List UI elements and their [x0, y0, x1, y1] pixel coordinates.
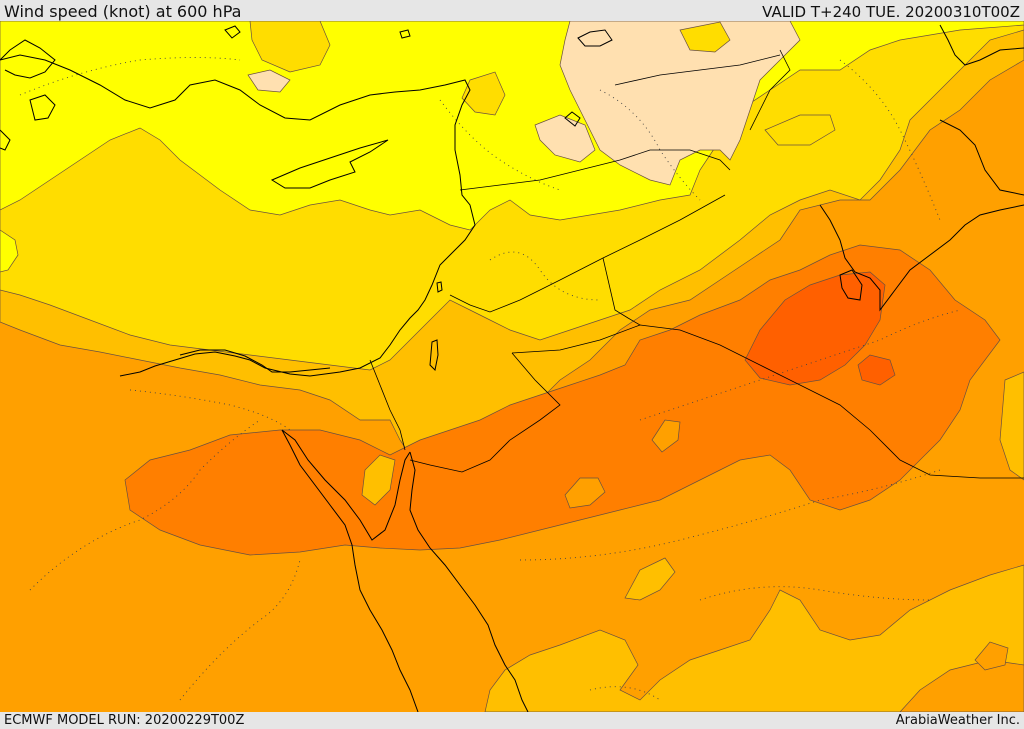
lake-van: [577, 29, 613, 47]
coastline-zagros: [939, 119, 1024, 196]
field-orange-spot-se: [974, 641, 1009, 671]
valid-time: VALID T+240 TUE. 20200310T00Z: [762, 3, 1020, 21]
coastline-aegean-islands: [0, 39, 56, 151]
coastline-qatar: [839, 269, 863, 301]
field-light-region: [559, 21, 801, 186]
terrain-dotted-10: [839, 59, 941, 221]
border-iran-iraq: [749, 49, 791, 131]
terrain-dotted-7: [439, 99, 561, 191]
field-orange-hole-1: [564, 477, 606, 509]
lake-dead-sea: [429, 339, 439, 372]
field-gold-blob-3: [461, 71, 506, 116]
coastline-persian-gulf: [819, 204, 1024, 312]
map-title: Wind speed (knot) at 600 hPa: [4, 2, 242, 21]
credit: ArabiaWeather Inc.: [895, 713, 1020, 728]
wind-speed-map: [0, 21, 1024, 712]
field-red-orange-core: [744, 271, 886, 386]
field-yellow-left-lobe: [0, 229, 19, 273]
footer-bar: ECMWF MODEL RUN: 20200229T00Z ArabiaWeat…: [0, 712, 1024, 729]
header-bar: Wind speed (knot) at 600 hPa VALID T+240…: [0, 0, 1024, 21]
border-egypt-libya: [369, 359, 406, 451]
terrain-dotted-3: [519, 469, 941, 561]
field-amber-south-2: [484, 564, 1024, 712]
coastline-mediterranean: [0, 54, 476, 377]
field-gold-blob-1: [249, 21, 331, 73]
coastline-cyprus: [270, 139, 389, 189]
border-saudi-jordan: [409, 352, 561, 473]
terrain-dotted-9: [19, 57, 241, 96]
lake-tuz: [224, 25, 241, 39]
field-gold-blob-2: [679, 21, 731, 53]
coastline-red-sea-east: [409, 451, 529, 712]
coastline-sinai: [281, 429, 411, 541]
field-amber-east-edge: [999, 371, 1024, 481]
lake-small-1: [564, 111, 581, 127]
coastline-caspian: [939, 24, 1024, 66]
field-red-orange-spot: [857, 354, 896, 386]
field-light-spot-1: [534, 114, 596, 163]
lake-galilee: [436, 281, 443, 293]
field-light-spot-2: [247, 69, 291, 93]
border-syria-iraq: [449, 194, 726, 313]
field-orange-hole-2: [651, 419, 681, 453]
border-turkey-iran: [614, 54, 781, 86]
field-gold-blob-4: [764, 114, 836, 146]
coastline-nile-delta: [179, 349, 331, 373]
field-amber-island: [361, 454, 396, 506]
lake-small-2: [399, 29, 411, 39]
terrain-dotted-4: [639, 309, 961, 421]
border-saudi-iraq-kuwait: [639, 324, 1024, 479]
border-turkey-syria-iraq: [459, 149, 731, 191]
map-canvas: [0, 21, 1024, 712]
field-amber-south-1: [624, 557, 676, 601]
coastline-red-sea-west: [281, 429, 419, 712]
model-run: ECMWF MODEL RUN: 20200229T00Z: [4, 713, 245, 728]
